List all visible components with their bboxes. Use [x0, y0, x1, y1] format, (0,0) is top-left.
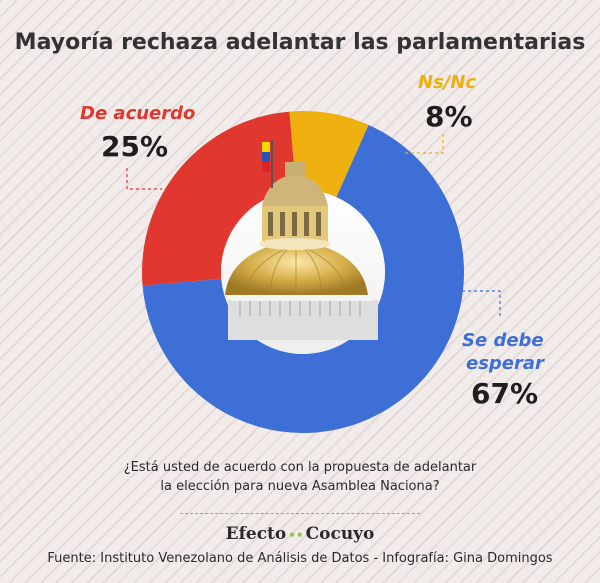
- brand-part-2: Cocuyo: [305, 524, 375, 544]
- esperar-label-line2: esperar: [466, 353, 544, 374]
- esperar-value: 67%: [471, 377, 539, 410]
- chart-title: Mayoría rechaza adelantar las parlamenta…: [14, 30, 586, 55]
- slice-ns-nc: [289, 111, 369, 198]
- brand-dots: ••: [288, 528, 304, 542]
- acuerdo-label: De acuerdo: [80, 103, 196, 124]
- capitol-dome-image: [221, 140, 385, 354]
- question-line-2: la elección para nueva Asamblea Naciona?: [160, 479, 440, 494]
- nsnc-label: Ns/Nc: [418, 72, 477, 93]
- acuerdo-value: 25%: [101, 130, 169, 163]
- esperar-leader-line: [456, 290, 501, 318]
- slice-de-acuerdo: [142, 111, 297, 286]
- esperar-label-line1: Se debe: [462, 330, 544, 351]
- brand-part-1: Efecto: [225, 524, 287, 544]
- nsnc-leader-line: [402, 134, 444, 154]
- acuerdo-leader-line: [126, 168, 162, 190]
- footer-divider: [180, 513, 420, 514]
- source-credit: Fuente: Instituto Venezolano de Análisis…: [47, 551, 553, 566]
- slice-se-debe-esperar: [142, 124, 465, 433]
- question-line-1: ¿Está usted de acuerdo con la propuesta …: [123, 460, 477, 475]
- brand-logo: Efecto •• Cocuyo: [0, 524, 600, 544]
- nsnc-value: 8%: [425, 100, 473, 133]
- survey-question: ¿Está usted de acuerdo con la propuesta …: [0, 458, 600, 496]
